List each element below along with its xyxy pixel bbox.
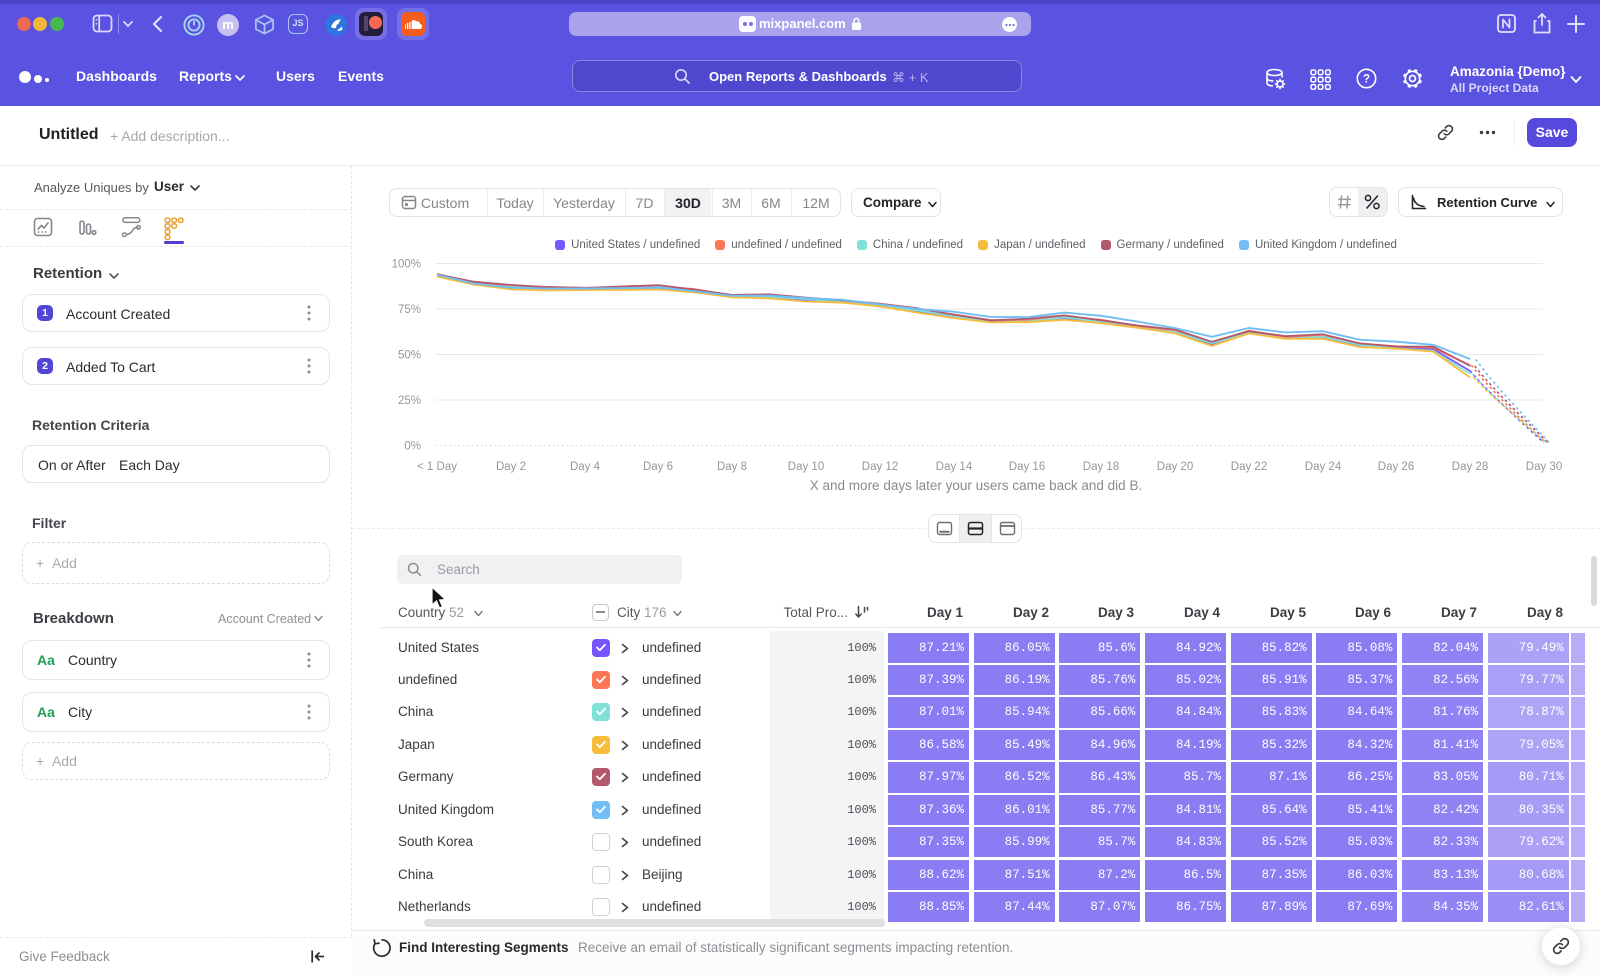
svg-text:Day 10: Day 10 bbox=[788, 461, 824, 473]
svg-text:Day 8: Day 8 bbox=[717, 461, 747, 473]
svg-text:< 1 Day: < 1 Day bbox=[417, 461, 457, 473]
svg-text:Day 26: Day 26 bbox=[1378, 461, 1414, 473]
svg-text:25%: 25% bbox=[398, 395, 421, 407]
svg-text:0%: 0% bbox=[404, 441, 421, 453]
svg-text:Day 20: Day 20 bbox=[1157, 461, 1193, 473]
svg-text:?: ? bbox=[1363, 74, 1370, 86]
svg-text:Day 28: Day 28 bbox=[1452, 461, 1488, 473]
svg-text:100%: 100% bbox=[392, 259, 421, 271]
svg-text:50%: 50% bbox=[398, 350, 421, 362]
svg-text:Day 2: Day 2 bbox=[496, 461, 526, 473]
svg-text:Day 4: Day 4 bbox=[570, 461, 601, 473]
svg-text:Day 30: Day 30 bbox=[1526, 461, 1562, 473]
svg-text:75%: 75% bbox=[398, 304, 421, 316]
svg-text:Day 6: Day 6 bbox=[643, 461, 673, 473]
svg-text:Day 18: Day 18 bbox=[1083, 461, 1119, 473]
svg-text:Day 14: Day 14 bbox=[936, 461, 973, 473]
svg-text:Day 12: Day 12 bbox=[862, 461, 898, 473]
svg-text:Day 16: Day 16 bbox=[1009, 461, 1045, 473]
svg-text:Day 22: Day 22 bbox=[1231, 461, 1267, 473]
svg-text:Day 24: Day 24 bbox=[1305, 461, 1342, 473]
